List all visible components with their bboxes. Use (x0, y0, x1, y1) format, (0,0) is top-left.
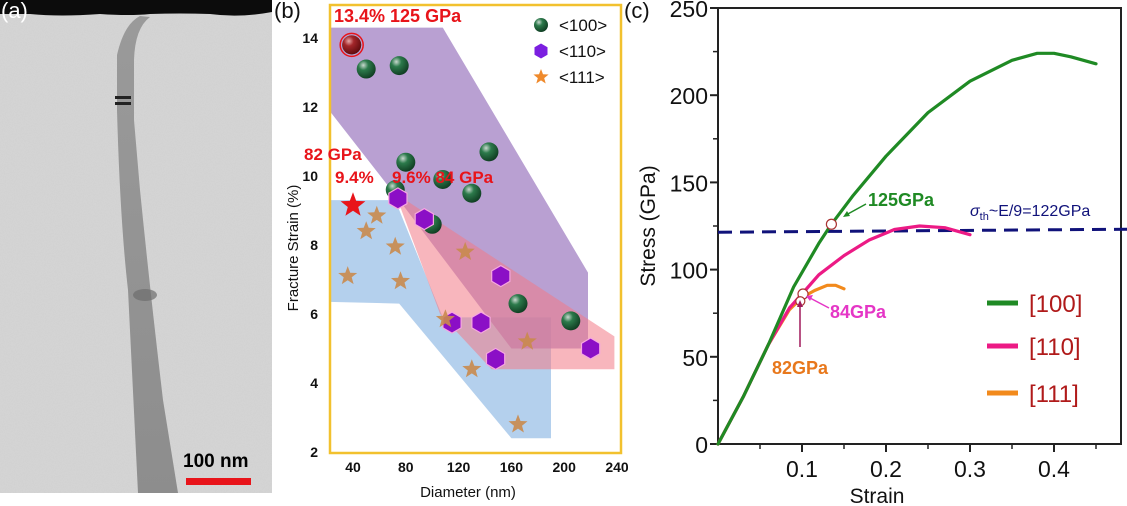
hexagon-point-110 (388, 187, 408, 210)
highlight-sphere-point (342, 35, 362, 55)
plot-frame (328, 3, 623, 455)
y-tick-label: 0 (695, 432, 708, 458)
panel-a-label: (a) (1, 0, 28, 23)
sigma-subscript: th (980, 211, 989, 223)
star-point-111 (385, 236, 405, 255)
arrowhead-84gpa (806, 295, 813, 301)
highlight-star-point (340, 192, 366, 216)
star-point-111 (356, 221, 376, 240)
x-tick-label: 0.1 (786, 456, 818, 482)
x-tick-label: 80 (398, 459, 414, 475)
sphere-point-100 (356, 59, 376, 79)
x-axis-label: Strain (850, 485, 905, 506)
hexagon-point-110 (580, 337, 601, 360)
annotation-9-6-84gpa: 9.6% 84 GPa (392, 168, 494, 187)
sphere-point-100 (508, 294, 528, 314)
y-tick-label: 8 (310, 237, 318, 253)
region-band-0 (329, 27, 588, 349)
tem-image (0, 0, 272, 493)
y-tick-label: 4 (310, 375, 318, 391)
x-axis-label: Diameter (nm) (420, 484, 516, 501)
y-tick-label: 100 (670, 258, 708, 284)
hexagon-point-110 (491, 264, 511, 288)
highlight-ring (339, 32, 364, 58)
star-point-111 (462, 359, 482, 378)
sphere-point-100 (389, 56, 409, 76)
x-tick-label: 0.3 (954, 456, 986, 482)
star-point-111 (517, 331, 537, 350)
curve-110 (716, 224, 972, 446)
sigma-formula: ~E/9=122GPa (989, 203, 1091, 220)
y-tick-label: 150 (670, 170, 708, 196)
legend-label: [111] (1029, 381, 1079, 408)
y-tick-label: 200 (670, 83, 708, 109)
legend-label: <111> (559, 68, 605, 87)
theoretical-strength-dashed-line (717, 227, 1127, 234)
legend-hexagon-icon (534, 43, 548, 59)
hexagon-point-110 (485, 347, 506, 371)
stress-strain-chart: 0 50 100 150 200 250 0.1 0.2 0.3 0.4 Strain Stress … (637, 0, 1127, 506)
star-point-111 (435, 309, 455, 328)
x-tick-label: 0.4 (1038, 456, 1070, 482)
legend-label: [110] (1029, 334, 1081, 361)
sphere-point-100 (561, 311, 581, 331)
sphere-point-100 (479, 142, 499, 162)
legend-label: <110> (559, 42, 606, 61)
legend-label: <100> (559, 16, 607, 35)
arrow-84gpa (809, 297, 830, 309)
sphere-point-100 (433, 169, 453, 189)
y-tick-label: 12 (302, 99, 318, 115)
tem-image-panel: (a) 100 nm (0, 0, 272, 493)
y-tick-label: 50 (682, 345, 708, 371)
x-tick-label: 240 (605, 459, 628, 475)
x-tick-label: 0.2 (870, 456, 902, 482)
scale-bar-label: 100 nm (183, 451, 249, 472)
x-tick-label: 120 (447, 459, 471, 475)
curve-100 (716, 51, 1098, 446)
panel-b-label: (b) (274, 0, 301, 23)
y-tick-label: 14 (302, 30, 318, 46)
star-point-111 (455, 241, 475, 260)
annotation-9-4: 9.4% (335, 168, 374, 187)
annotation-82gpa: 82GPa (772, 358, 829, 378)
star-point-111 (391, 271, 410, 290)
hexagon-point-110 (414, 207, 434, 231)
star-point-111 (367, 205, 387, 224)
legend-star-icon (533, 69, 549, 84)
defect-band (115, 96, 131, 99)
legend-label: [100] (1029, 291, 1082, 318)
y-tick-label: 6 (310, 306, 318, 322)
x-tick-label: 40 (345, 459, 361, 475)
fracture-strain-chart: 2 4 6 8 10 12 14 40 80 120 160 200 240 Diameter (nm) F… (285, 3, 628, 501)
nanowire (117, 16, 178, 493)
star-point-111 (338, 266, 358, 285)
panel-c-label: (c) (624, 0, 650, 23)
annotation-84gpa: 84GPa (830, 302, 887, 322)
sphere-point-100 (396, 152, 416, 172)
y-axis-label: Stress (GPa) (637, 165, 660, 286)
arrowhead-125gpa (843, 211, 850, 217)
x-tick-label: 160 (500, 459, 524, 475)
y-tick-label: 250 (670, 0, 708, 22)
hexagon-point-110 (471, 311, 491, 334)
annotation-82gpa: 82 GPa (304, 145, 362, 164)
y-tick-label: 2 (310, 444, 318, 460)
y-axis-label: Fracture Strain (%) (285, 185, 302, 312)
sigma-symbol: σ (970, 203, 981, 220)
scale-bar (186, 478, 251, 485)
x-tick-label: 200 (553, 459, 577, 475)
marker-125gpa (825, 218, 837, 230)
annotation-125gpa: 125GPa (868, 190, 935, 210)
star-point-111 (508, 414, 528, 433)
y-tick-label: 10 (302, 168, 318, 184)
legend-sphere-icon (534, 18, 548, 32)
arrowhead-82gpa (797, 300, 803, 307)
annotation-13-4-125gpa: 13.4% 125 GPa (334, 6, 462, 26)
theoretical-strength-label: σth~E/9=122GPa (970, 203, 1090, 223)
substrate-top (30, 0, 272, 16)
arrow-125gpa (845, 203, 867, 216)
sphere-point-100 (462, 183, 482, 203)
